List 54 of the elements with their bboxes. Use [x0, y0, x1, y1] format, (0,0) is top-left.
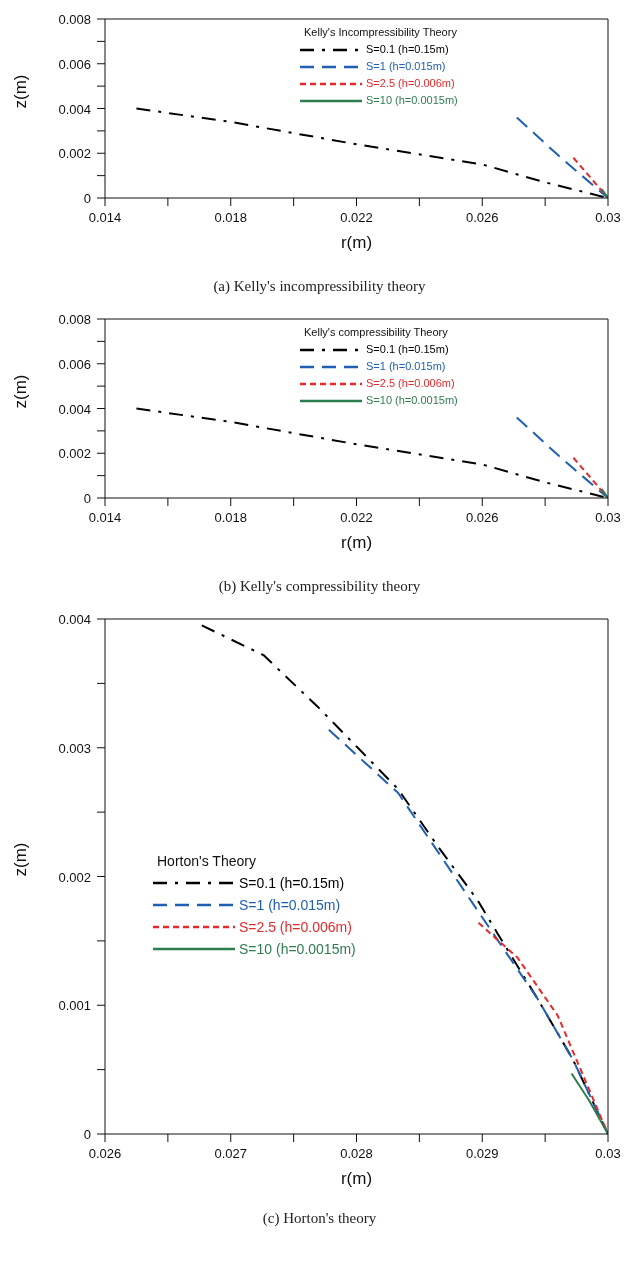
y-tick-label: 0	[83, 1127, 91, 1142]
y-tick-label: 0.002	[58, 446, 91, 462]
text: S=1 (h=0.015m)	[239, 895, 341, 915]
x-tick-label: 0.014	[88, 510, 122, 525]
text: S=0.1 (h=0.15m)	[366, 42, 449, 57]
x-tick-label: 0.014	[88, 210, 122, 225]
text: S=2.5 (h=0.006m)	[366, 76, 455, 91]
text: S=2.5 (h=0.006m)	[239, 917, 352, 937]
x-tick-label: 0.026	[88, 1146, 122, 1161]
legend-title: Horton's Theory	[157, 851, 257, 871]
y-tick-label: 0.006	[58, 356, 91, 372]
y-tick-label: 0.006	[58, 56, 91, 72]
text: S=10 (h=0.0015m)	[366, 393, 458, 408]
text: S=1 (h=0.015m)	[366, 359, 446, 374]
text: (b) Kelly's compressibility theory	[217, 577, 422, 596]
text: (a) Kelly's incompressibility theory	[212, 277, 427, 296]
y-axis-title: z(m)	[11, 842, 31, 877]
y-tick-label: 0.002	[58, 869, 91, 885]
x-axis-title: r(m)	[340, 233, 373, 252]
x-tick-label: 0.018	[214, 210, 248, 225]
y-tick-label: 0.004	[58, 101, 91, 117]
y-tick-label: 0.003	[58, 740, 91, 756]
legend-title: Kelly's Incompressibility Theory	[304, 25, 458, 40]
text: S=10 (h=0.0015m)	[366, 93, 458, 108]
y-axis-title: z(m)	[11, 374, 31, 409]
x-tick-label: 0.03	[595, 1146, 621, 1161]
legend-title: Kelly's compressibility Theory	[304, 325, 449, 340]
x-tick-label: 0.027	[214, 1146, 248, 1161]
x-tick-label: 0.018	[214, 510, 248, 525]
x-tick-label: 0.03	[595, 210, 621, 225]
text: S=0.1 (h=0.15m)	[239, 873, 345, 893]
text: S=0.1 (h=0.15m)	[366, 342, 449, 357]
y-tick-label: 0.004	[58, 401, 91, 417]
text: (c) Horton's theory	[261, 1209, 378, 1228]
x-tick-label: 0.026	[465, 510, 499, 525]
x-tick-label: 0.022	[340, 210, 373, 225]
text: S=10 (h=0.0015m)	[239, 939, 356, 959]
x-tick-label: 0.022	[340, 510, 373, 525]
y-tick-label: 0.008	[58, 12, 91, 27]
y-tick-label: 0.004	[58, 612, 91, 627]
x-tick-label: 0.03	[595, 510, 621, 525]
x-tick-label: 0.026	[465, 210, 499, 225]
x-tick-label: 0.028	[340, 1146, 373, 1161]
x-axis-title: r(m)	[340, 1169, 373, 1188]
y-tick-label: 0	[83, 191, 91, 206]
y-tick-label: 0.002	[58, 146, 91, 162]
x-axis-title: r(m)	[340, 533, 373, 552]
y-tick-label: 0.001	[58, 998, 91, 1014]
text: S=1 (h=0.015m)	[366, 59, 446, 74]
x-tick-label: 0.029	[465, 1146, 499, 1161]
y-tick-label: 0	[83, 491, 91, 506]
y-tick-label: 0.008	[58, 312, 91, 327]
y-axis-title: z(m)	[11, 74, 31, 109]
text: S=2.5 (h=0.006m)	[366, 376, 455, 391]
